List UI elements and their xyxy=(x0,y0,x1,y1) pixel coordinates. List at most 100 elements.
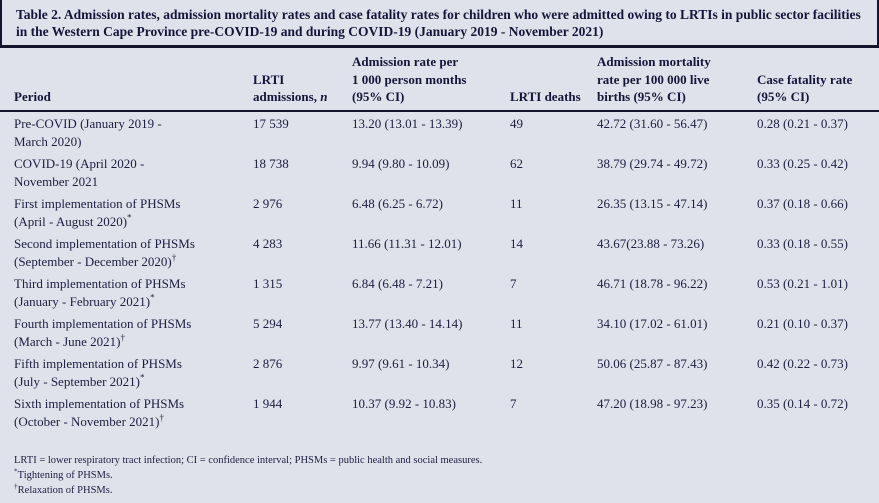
period-line2: (March - June 2021) xyxy=(14,334,121,349)
table-row: COVID-19 (April 2020 - November 2021 18 … xyxy=(0,152,879,192)
cell-deaths: 7 xyxy=(510,275,517,291)
period-line1: Third implementation of PHSMs xyxy=(14,275,186,291)
cell-deaths: 49 xyxy=(510,115,523,131)
cell-period: Pre-COVID (January 2019 - March 2020) xyxy=(0,111,253,152)
cell-admissions: 5 294 xyxy=(253,315,283,331)
header-row: Period LRTI admissions, n Admission rate… xyxy=(0,48,879,112)
table-row: First implementation of PHSMs (April - A… xyxy=(0,192,879,232)
cell-case-fatality: 0.33 (0.25 - 0.42) xyxy=(757,155,848,171)
period-line2: (July - September 2021) xyxy=(14,374,141,389)
cell-mortality-rate: 50.06 (25.87 - 87.43) xyxy=(597,355,708,371)
period-line2: (October - November 2021) xyxy=(14,414,160,429)
header-line: LRTI xyxy=(253,71,285,87)
header-italic-n: n xyxy=(320,89,328,104)
cell-admissions: 1 944 xyxy=(253,395,283,411)
period-line1: Pre-COVID (January 2019 - xyxy=(14,115,162,131)
cell-admissions: 2 876 xyxy=(253,355,283,371)
cell-case-fatality: 0.33 (0.18 - 0.55) xyxy=(757,235,848,251)
cell-period: Sixth implementation of PHSMs (October -… xyxy=(0,392,253,432)
cell-deaths: 7 xyxy=(510,395,517,411)
period-line1: First implementation of PHSMs xyxy=(14,195,181,211)
footnote-marker: * xyxy=(14,466,18,475)
footnote-text: LRTI = lower respiratory tract infection… xyxy=(14,454,483,466)
period-line1: COVID-19 (April 2020 - xyxy=(14,155,145,171)
header-line: rate per 100 000 live xyxy=(597,71,710,87)
header-line: 1 000 person months xyxy=(352,71,467,87)
period-marker: † xyxy=(120,332,126,343)
cell-admissions: 18 738 xyxy=(253,155,289,171)
cell-admission-rate: 13.77 (13.40 - 14.14) xyxy=(352,315,463,331)
col-header-lrti-deaths: LRTI deaths xyxy=(510,48,597,112)
cell-admissions: 17 539 xyxy=(253,115,289,131)
footnote-text: Relaxation of PHSMs. xyxy=(17,484,113,496)
header-line: admissions, xyxy=(253,89,321,104)
cell-admission-rate: 11.66 (11.31 - 12.01) xyxy=(352,235,462,251)
period-line2: (April - August 2020) xyxy=(14,214,128,229)
cell-period: Third implementation of PHSMs (January -… xyxy=(0,272,253,312)
header-line: Admission rate per xyxy=(352,54,459,69)
cell-mortality-rate: 43.67(23.88 - 73.26) xyxy=(597,235,705,251)
cell-mortality-rate: 42.72 (31.60 - 56.47) xyxy=(597,115,708,131)
cell-deaths: 14 xyxy=(510,235,523,251)
cell-case-fatality: 0.53 (0.21 - 1.01) xyxy=(757,275,848,291)
footnote-abbreviations: LRTI = lower respiratory tract infection… xyxy=(14,453,865,468)
table-row: Fourth implementation of PHSMs (March - … xyxy=(0,312,879,352)
period-line2: November 2021 xyxy=(14,174,99,189)
table-title: Table 2. Admission rates, admission mort… xyxy=(0,0,879,48)
cell-deaths: 11 xyxy=(510,195,523,211)
period-marker: * xyxy=(140,372,145,383)
cell-admission-rate: 10.37 (9.92 - 10.83) xyxy=(352,395,456,411)
cell-deaths: 62 xyxy=(510,155,523,171)
cell-mortality-rate: 34.10 (17.02 - 61.01) xyxy=(597,315,708,331)
cell-admission-rate: 6.84 (6.48 - 7.21) xyxy=(352,275,443,291)
admissions-table: Period LRTI admissions, n Admission rate… xyxy=(0,48,879,432)
cell-admissions: 2 976 xyxy=(253,195,283,211)
cell-admissions: 1 315 xyxy=(253,275,283,291)
period-line1: Fifth implementation of PHSMs xyxy=(14,355,182,371)
header-line: births (95% CI) xyxy=(597,89,686,104)
col-header-period: Period xyxy=(0,48,253,112)
cell-period: Fourth implementation of PHSMs (March - … xyxy=(0,312,253,352)
cell-admission-rate: 6.48 (6.25 - 6.72) xyxy=(352,195,443,211)
cell-period: COVID-19 (April 2020 - November 2021 xyxy=(0,152,253,192)
col-header-admission-rate: Admission rate per 1 000 person months (… xyxy=(352,48,510,112)
period-marker: † xyxy=(171,252,177,263)
footnote-relaxation: †Relaxation of PHSMs. xyxy=(14,481,865,498)
period-line1: Second implementation of PHSMs xyxy=(14,235,195,251)
period-marker: † xyxy=(159,412,165,423)
cell-admission-rate: 9.97 (9.61 - 10.34) xyxy=(352,355,450,371)
cell-period: Second implementation of PHSMs (Septembe… xyxy=(0,232,253,272)
table-row: Second implementation of PHSMs (Septembe… xyxy=(0,232,879,272)
table-row: Pre-COVID (January 2019 - March 2020) 17… xyxy=(0,111,879,152)
cell-admission-rate: 9.94 (9.80 - 10.09) xyxy=(352,155,450,171)
footnote-marker: † xyxy=(14,481,18,490)
cell-period: Fifth implementation of PHSMs (July - Se… xyxy=(0,352,253,392)
period-marker: * xyxy=(150,292,155,303)
cell-mortality-rate: 47.20 (18.98 - 97.23) xyxy=(597,395,708,411)
period-line2: March 2020) xyxy=(14,134,82,149)
period-line1: Sixth implementation of PHSMs xyxy=(14,395,185,411)
header-line: Case fatality rate xyxy=(757,71,853,87)
header-line: Admission mortality xyxy=(597,54,711,69)
col-header-lrti-admissions: LRTI admissions, n xyxy=(253,48,352,112)
cell-mortality-rate: 26.35 (13.15 - 47.14) xyxy=(597,195,708,211)
cell-case-fatality: 0.42 (0.22 - 0.73) xyxy=(757,355,848,371)
table-row: Fifth implementation of PHSMs (July - Se… xyxy=(0,352,879,392)
col-header-admission-mortality-rate: Admission mortality rate per 100 000 liv… xyxy=(597,48,757,112)
cell-case-fatality: 0.37 (0.18 - 0.66) xyxy=(757,195,848,211)
cell-period: First implementation of PHSMs (April - A… xyxy=(0,192,253,232)
header-line: LRTI deaths xyxy=(510,89,581,104)
header-line: (95% CI) xyxy=(757,89,810,104)
cell-mortality-rate: 46.71 (18.78 - 96.22) xyxy=(597,275,708,291)
cell-case-fatality: 0.28 (0.21 - 0.37) xyxy=(757,115,848,131)
col-header-case-fatality-rate: Case fatality rate (95% CI) xyxy=(757,48,879,112)
period-line2: (September - December 2020) xyxy=(14,254,172,269)
cell-deaths: 12 xyxy=(510,355,523,371)
cell-mortality-rate: 38.79 (29.74 - 49.72) xyxy=(597,155,708,171)
cell-admission-rate: 13.20 (13.01 - 13.39) xyxy=(352,115,463,131)
cell-case-fatality: 0.21 (0.10 - 0.37) xyxy=(757,315,848,331)
table-row: Third implementation of PHSMs (January -… xyxy=(0,272,879,312)
period-line2: (January - February 2021) xyxy=(14,294,151,309)
header-line: Period xyxy=(14,89,51,104)
